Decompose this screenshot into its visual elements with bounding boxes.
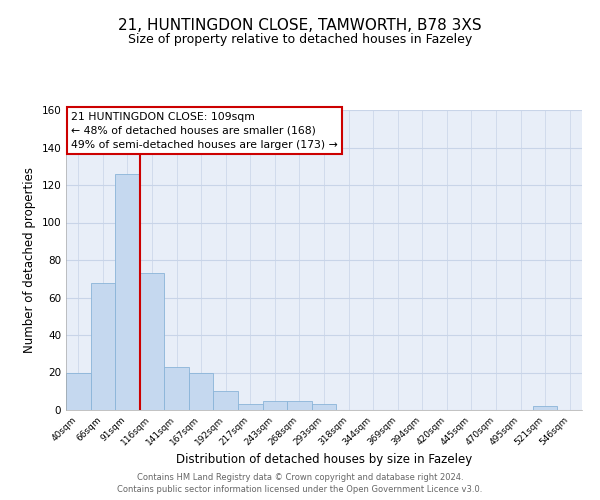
Bar — [115, 174, 140, 410]
Text: 21 HUNTINGDON CLOSE: 109sqm
← 48% of detached houses are smaller (168)
49% of se: 21 HUNTINGDON CLOSE: 109sqm ← 48% of det… — [71, 112, 338, 150]
Bar — [312, 404, 336, 410]
Bar — [533, 406, 557, 410]
Text: Contains public sector information licensed under the Open Government Licence v3: Contains public sector information licen… — [118, 485, 482, 494]
Text: Size of property relative to detached houses in Fazeley: Size of property relative to detached ho… — [128, 32, 472, 46]
Bar — [287, 400, 312, 410]
Y-axis label: Number of detached properties: Number of detached properties — [23, 167, 36, 353]
Bar — [140, 273, 164, 410]
Bar — [66, 372, 91, 410]
Text: Contains HM Land Registry data © Crown copyright and database right 2024.: Contains HM Land Registry data © Crown c… — [137, 472, 463, 482]
Bar — [164, 367, 189, 410]
Text: 21, HUNTINGDON CLOSE, TAMWORTH, B78 3XS: 21, HUNTINGDON CLOSE, TAMWORTH, B78 3XS — [118, 18, 482, 32]
Bar — [214, 391, 238, 410]
Bar — [91, 282, 115, 410]
Bar — [189, 372, 214, 410]
X-axis label: Distribution of detached houses by size in Fazeley: Distribution of detached houses by size … — [176, 452, 472, 466]
Bar — [263, 400, 287, 410]
Bar — [238, 404, 263, 410]
